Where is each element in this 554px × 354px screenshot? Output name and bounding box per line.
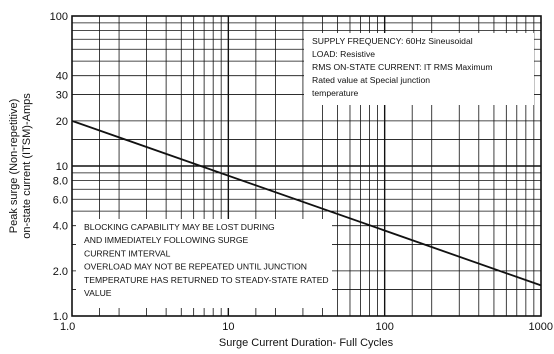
x-tick-label: 1.0 [60, 321, 75, 333]
y-tick-label: 100 [50, 11, 68, 23]
x-axis-label: Surge Current Duration- Full Cycles [219, 337, 394, 349]
annotation-line: TEMPERATURE HAS RETURNED TO STEADY-STATE… [84, 275, 329, 285]
y-tick-label: 1.0 [53, 311, 68, 323]
annotation-box [304, 33, 534, 105]
y-axis-label-line-1: Peak surge (Non-repetitive) [8, 99, 20, 234]
series-group [71, 119, 542, 287]
y-tick-label: 40 [56, 71, 68, 83]
annotation-group: SUPPLY FREQUENCY: 60Hz Sineusoidal LOAD: … [76, 33, 534, 308]
y-tick-label: 10 [56, 161, 68, 173]
annotation-line: temperature [312, 88, 359, 98]
annotation-line: CURRENT IMTERVAL [84, 248, 171, 258]
annotation-line: BLOCKING CAPABILITY MAY BE LOST DURING [84, 222, 275, 232]
plot-frame [71, 15, 542, 317]
surge-current-line [71, 119, 542, 287]
x-tick-label: 10 [222, 321, 234, 333]
y-tick-label: 20 [56, 116, 68, 128]
x-tick-label: 100 [375, 321, 393, 333]
x-tick-label: 1000 [529, 321, 553, 333]
y-tick-label: 6.0 [53, 194, 68, 206]
y-tick-label: 4.0 [53, 221, 68, 233]
annotation-line: RMS ON-STATE CURRENT: IT RMS Maximum [312, 62, 492, 72]
annotation-box [76, 219, 332, 308]
y-tick-label: 2.0 [53, 266, 68, 278]
annotation-line: VALUE [84, 288, 112, 298]
annotation-line: OVERLOAD MAY NOT BE REPEATED UNTIL JUNCT… [84, 262, 307, 272]
tick-labels: 1.0 10 100 1000 1.0 2.0 4.0 6.0 8.0 10 20 30 40 100 [50, 11, 553, 333]
y-tick-label: 8.0 [53, 176, 68, 188]
annotation-line: LOAD: Resistive [312, 49, 375, 59]
annotation-line: Rated value at Special junction [312, 75, 430, 85]
annotation-line: AND IMMEDIATELY FOLLOWING SURGE [84, 235, 249, 245]
y-tick-label: 30 [56, 89, 68, 101]
y-axis-label-line-2: on-state current (ITSM)-Amps [21, 93, 33, 239]
annotation-line: SUPPLY FREQUENCY: 60Hz Sineusoidal [312, 36, 473, 46]
